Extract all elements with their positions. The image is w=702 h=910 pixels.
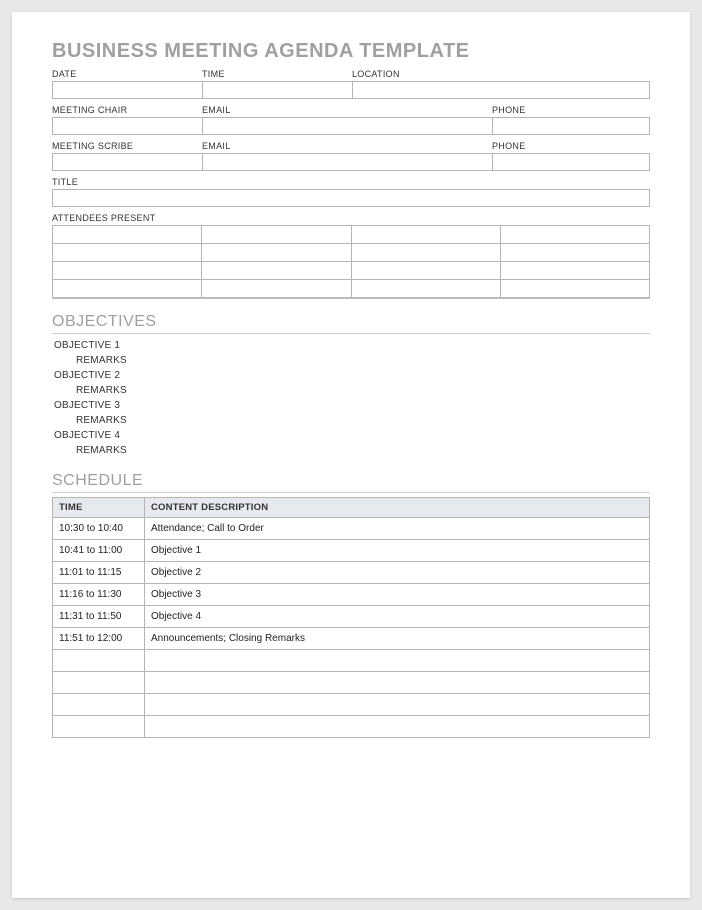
input-chair-phone[interactable]	[492, 117, 650, 135]
objective-label: OBJECTIVE 4	[54, 428, 650, 443]
label-date: DATE	[52, 69, 202, 79]
input-chair-email[interactable]	[202, 117, 492, 135]
schedule-col-time: TIME	[53, 497, 145, 517]
schedule-time	[53, 715, 145, 737]
schedule-col-content: CONTENT DESCRIPTION	[145, 497, 650, 517]
attendee-cell[interactable]	[500, 280, 649, 298]
input-date[interactable]	[52, 81, 202, 99]
field-meeting-title: TITLE	[52, 177, 650, 207]
schedule-time	[53, 693, 145, 715]
attendee-cell[interactable]	[500, 244, 649, 262]
field-scribe-email: EMAIL	[202, 141, 492, 171]
heading-objectives: OBJECTIVES	[52, 313, 650, 334]
schedule-content	[145, 649, 650, 671]
label-chair-phone: PHONE	[492, 105, 650, 115]
schedule-row: 11:31 to 11:50Objective 4	[53, 605, 650, 627]
attendee-cell[interactable]	[351, 244, 500, 262]
attendee-cell[interactable]	[202, 244, 351, 262]
objective-remarks: REMARKS	[54, 353, 650, 368]
input-scribe-email[interactable]	[202, 153, 492, 171]
schedule-time	[53, 649, 145, 671]
schedule-row: 10:30 to 10:40Attendance; Call to Order	[53, 517, 650, 539]
schedule-time: 10:30 to 10:40	[53, 517, 145, 539]
attendee-cell[interactable]	[53, 226, 202, 244]
schedule-content	[145, 671, 650, 693]
schedule-time: 11:01 to 11:15	[53, 561, 145, 583]
objective-label: OBJECTIVE 3	[54, 398, 650, 413]
field-chair: MEETING CHAIR	[52, 105, 202, 135]
schedule-row: 11:51 to 12:00Announcements; Closing Rem…	[53, 627, 650, 649]
attendee-cell[interactable]	[202, 280, 351, 298]
schedule-table: TIME CONTENT DESCRIPTION 10:30 to 10:40A…	[52, 497, 650, 738]
attendee-cell[interactable]	[53, 262, 202, 280]
input-location[interactable]	[352, 81, 650, 99]
field-scribe-phone: PHONE	[492, 141, 650, 171]
heading-schedule: SCHEDULE	[52, 472, 650, 493]
attendee-cell[interactable]	[351, 262, 500, 280]
schedule-content: Objective 1	[145, 539, 650, 561]
schedule-content: Objective 2	[145, 561, 650, 583]
schedule-content: Announcements; Closing Remarks	[145, 627, 650, 649]
attendee-cell[interactable]	[351, 226, 500, 244]
attendee-cell[interactable]	[202, 226, 351, 244]
field-chair-phone: PHONE	[492, 105, 650, 135]
attendees-grid	[52, 225, 650, 299]
schedule-row: 10:41 to 11:00Objective 1	[53, 539, 650, 561]
label-scribe: MEETING SCRIBE	[52, 141, 202, 151]
field-location: LOCATION	[352, 69, 650, 99]
schedule-content	[145, 715, 650, 737]
attendee-cell[interactable]	[500, 262, 649, 280]
label-location: LOCATION	[352, 69, 650, 79]
objective-remarks: REMARKS	[54, 383, 650, 398]
input-time[interactable]	[202, 81, 352, 99]
label-time: TIME	[202, 69, 352, 79]
label-chair-email: EMAIL	[202, 105, 492, 115]
page-title: BUSINESS MEETING AGENDA TEMPLATE	[52, 40, 650, 63]
objectives-list: OBJECTIVE 1REMARKSOBJECTIVE 2REMARKSOBJE…	[52, 338, 650, 458]
label-scribe-phone: PHONE	[492, 141, 650, 151]
field-scribe: MEETING SCRIBE	[52, 141, 202, 171]
objective-remarks: REMARKS	[54, 413, 650, 428]
info-row-chair: MEETING CHAIR EMAIL PHONE	[52, 105, 650, 135]
schedule-row: 11:16 to 11:30Objective 3	[53, 583, 650, 605]
info-row-title: TITLE	[52, 177, 650, 207]
objective-label: OBJECTIVE 2	[54, 368, 650, 383]
label-chair: MEETING CHAIR	[52, 105, 202, 115]
field-time: TIME	[202, 69, 352, 99]
input-meeting-title[interactable]	[52, 189, 650, 207]
attendee-cell[interactable]	[500, 226, 649, 244]
schedule-time: 11:16 to 11:30	[53, 583, 145, 605]
input-scribe[interactable]	[52, 153, 202, 171]
schedule-time: 11:31 to 11:50	[53, 605, 145, 627]
schedule-row	[53, 649, 650, 671]
attendee-cell[interactable]	[351, 280, 500, 298]
schedule-row: 11:01 to 11:15Objective 2	[53, 561, 650, 583]
schedule-content: Objective 3	[145, 583, 650, 605]
input-chair[interactable]	[52, 117, 202, 135]
schedule-row	[53, 671, 650, 693]
label-meeting-title: TITLE	[52, 177, 650, 187]
info-row-scribe: MEETING SCRIBE EMAIL PHONE	[52, 141, 650, 171]
attendee-cell[interactable]	[53, 280, 202, 298]
objective-remarks: REMARKS	[54, 443, 650, 458]
attendee-cell[interactable]	[202, 262, 351, 280]
schedule-row	[53, 693, 650, 715]
label-scribe-email: EMAIL	[202, 141, 492, 151]
objective-label: OBJECTIVE 1	[54, 338, 650, 353]
input-scribe-phone[interactable]	[492, 153, 650, 171]
schedule-content	[145, 693, 650, 715]
schedule-content: Attendance; Call to Order	[145, 517, 650, 539]
document-page: BUSINESS MEETING AGENDA TEMPLATE DATE TI…	[12, 12, 690, 898]
schedule-time: 10:41 to 11:00	[53, 539, 145, 561]
field-chair-email: EMAIL	[202, 105, 492, 135]
schedule-time	[53, 671, 145, 693]
field-date: DATE	[52, 69, 202, 99]
schedule-content: Objective 4	[145, 605, 650, 627]
info-row-date-time-location: DATE TIME LOCATION	[52, 69, 650, 99]
schedule-time: 11:51 to 12:00	[53, 627, 145, 649]
attendee-cell[interactable]	[53, 244, 202, 262]
schedule-row	[53, 715, 650, 737]
label-attendees: ATTENDEES PRESENT	[52, 213, 650, 223]
